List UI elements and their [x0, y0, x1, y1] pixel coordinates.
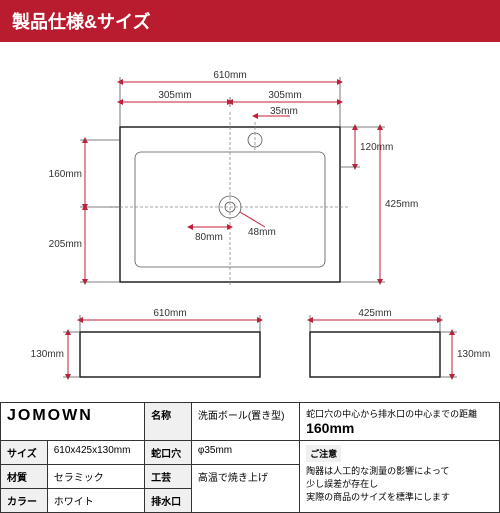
brand-cell: JOMOWN	[1, 403, 145, 441]
material-label: 材質	[1, 465, 48, 489]
dim-right-top: 120mm	[360, 142, 393, 153]
dim-side-w: 425mm	[358, 308, 391, 319]
dim-top-width: 610mm	[213, 70, 246, 81]
size-value: 610x425x130mm	[47, 441, 144, 465]
spec-table: JOMOWN 名称 洗面ボール(置き型) 蛇口穴の中心から排水口の中心までの距離…	[0, 402, 500, 513]
dim-tap: 35mm	[270, 106, 298, 117]
name-label: 名称	[145, 403, 192, 441]
header-title: 製品仕様&サイズ	[0, 0, 500, 42]
name-value: 洗面ボール(置き型)	[191, 403, 299, 441]
dim-side-h: 130mm	[457, 349, 490, 360]
craft-label: 工芸	[145, 465, 192, 489]
front-view	[80, 332, 260, 377]
dim-left-upper: 160mm	[49, 169, 82, 180]
tap-value: φ35mm	[191, 441, 299, 465]
color-value: ホワイト	[47, 489, 144, 513]
size-label: サイズ	[1, 441, 48, 465]
drain-label: 排水口	[145, 489, 192, 513]
distance-cell: 蛇口穴の中心から排水口の中心までの距離 160mm	[300, 403, 500, 441]
material-value: セラミック	[47, 465, 144, 489]
dim-front-w: 610mm	[153, 308, 186, 319]
dimension-diagram: 610mm 305mm 305mm 35mm 120mm 425mm 160mm…	[0, 42, 500, 402]
dim-drain-d: 48mm	[248, 227, 276, 238]
side-view	[310, 332, 440, 377]
note-cell: ご注意 陶器は人工的な測量の影響によって 少し誤差が存在し 実際の商品のサイズを…	[300, 441, 500, 513]
dim-front-h: 130mm	[31, 349, 64, 360]
dim-half2: 305mm	[268, 90, 301, 101]
dim-drain-x: 80mm	[195, 232, 223, 243]
dim-left-lower: 205mm	[49, 239, 82, 250]
tap-label: 蛇口穴	[145, 441, 192, 465]
dim-half1: 305mm	[158, 90, 191, 101]
craft-value: 高温で焼き上げ	[191, 465, 299, 513]
color-label: カラー	[1, 489, 48, 513]
dim-right-full: 425mm	[385, 199, 418, 210]
